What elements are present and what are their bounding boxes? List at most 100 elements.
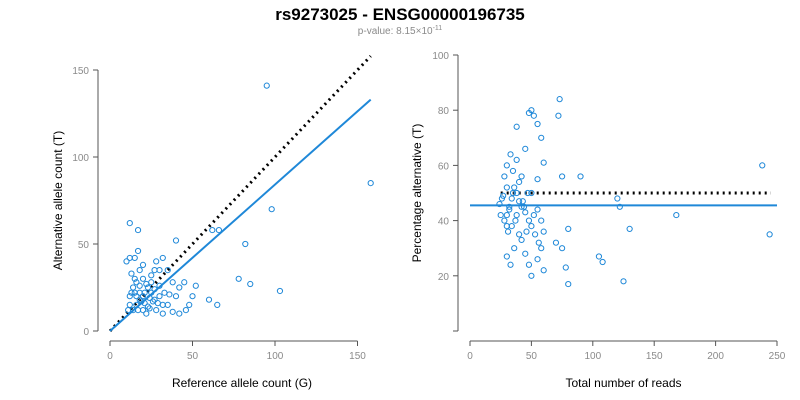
right-data-point — [501, 217, 508, 224]
left-data-point — [164, 301, 171, 308]
right-y-tick-label: 40 — [438, 217, 450, 228]
right-data-point — [503, 162, 510, 169]
right-data-point — [511, 184, 518, 191]
right-data-point — [534, 206, 541, 213]
left-x-axis-label: Reference allele count (G) — [172, 376, 312, 390]
right-data-point — [522, 145, 529, 152]
right-data-point — [535, 239, 542, 246]
right-data-point — [523, 228, 530, 235]
left-data-point — [161, 289, 168, 296]
left-x-tick-label: 150 — [349, 351, 366, 362]
right-data-point — [520, 203, 528, 210]
left-data-point — [189, 293, 196, 300]
right-data-point — [518, 236, 525, 244]
left-data-point — [128, 270, 135, 277]
right-y-tick-label: 60 — [438, 161, 450, 172]
right-panel-percentage: 0 50 100 150 200 250 20 40 60 80 100 Total number … — [410, 51, 786, 390]
right-data-point — [522, 250, 529, 257]
left-data-point — [126, 220, 133, 227]
right-data-point — [528, 223, 535, 230]
left-data-point — [139, 261, 147, 268]
right-data-point — [500, 192, 507, 199]
right-data-point — [528, 272, 535, 279]
left-data-point — [151, 286, 158, 293]
right-data-point — [540, 267, 547, 274]
left-data-point — [235, 275, 242, 282]
right-data-point — [530, 112, 537, 119]
right-y-axis-label: Percentage alternative (T) — [410, 124, 424, 263]
left-data-point — [247, 280, 254, 288]
right-data-point — [518, 203, 525, 210]
right-data-point — [614, 195, 621, 202]
right-data-point — [538, 217, 545, 224]
left-y-tick-label: 50 — [78, 240, 90, 251]
right-data-point — [766, 231, 773, 238]
right-data-point — [534, 120, 541, 128]
right-y-tick-label: 80 — [438, 106, 450, 117]
left-fit-line — [109, 98, 372, 332]
right-data-point — [565, 280, 572, 288]
right-data-point — [504, 228, 512, 235]
right-data-point — [509, 167, 517, 175]
right-x-tick-label: 150 — [646, 351, 663, 362]
left-data-point — [148, 279, 155, 286]
left-y-tick-label: 0 — [83, 327, 89, 338]
right-data-point — [577, 173, 584, 180]
left-x-tick-label: 0 — [107, 351, 113, 362]
left-data-point — [172, 237, 180, 244]
left-data-point — [242, 240, 249, 248]
left-x-tick-label: 50 — [187, 351, 199, 362]
left-data-point — [169, 279, 176, 286]
left-data-point — [159, 254, 166, 262]
right-data-point — [519, 198, 526, 205]
left-points — [123, 82, 374, 317]
left-data-point — [134, 307, 142, 314]
right-data-point — [513, 211, 520, 219]
left-data-point — [123, 258, 130, 265]
chart-subtitle: p-value: 8.15×10-11 — [358, 25, 442, 37]
left-data-point — [134, 247, 142, 255]
left-data-point — [215, 226, 222, 234]
left-data-point — [144, 284, 152, 291]
left-data-point — [156, 267, 163, 274]
left-data-point — [146, 294, 153, 302]
left-data-point — [156, 282, 163, 289]
left-data-point — [151, 267, 158, 274]
left-data-point — [172, 293, 180, 300]
right-x-tick-label: 0 — [467, 351, 473, 362]
left-data-point — [186, 301, 193, 308]
right-data-point — [507, 261, 514, 268]
right-data-point — [516, 178, 523, 186]
right-data-point — [673, 211, 680, 219]
left-data-point — [209, 226, 216, 234]
left-data-point — [176, 310, 183, 317]
left-data-point — [214, 301, 221, 308]
right-data-point — [503, 253, 510, 260]
right-data-point — [626, 225, 633, 232]
right-x-tick-label: 100 — [584, 351, 601, 362]
chart-title: rs9273025 - ENSG00000196735 — [275, 5, 525, 24]
right-data-point — [506, 206, 513, 213]
right-data-point — [540, 159, 547, 166]
left-data-point — [126, 301, 133, 308]
right-data-point — [552, 239, 560, 246]
left-data-point — [176, 284, 183, 291]
p-value-text: p-value: 8.15×10 — [358, 26, 433, 37]
left-data-point — [136, 296, 143, 303]
right-data-point — [497, 211, 504, 219]
right-data-point — [534, 176, 541, 183]
left-data-point — [153, 258, 160, 265]
right-data-point — [616, 203, 623, 210]
left-data-point — [146, 305, 153, 312]
right-data-point — [496, 200, 503, 208]
right-data-point — [620, 278, 627, 285]
left-data-point — [159, 310, 166, 317]
right-data-point — [506, 203, 513, 210]
right-data-point — [531, 231, 539, 238]
left-data-point — [205, 296, 213, 303]
left-data-point — [126, 293, 133, 300]
right-data-point — [528, 107, 535, 114]
left-data-point — [139, 307, 147, 314]
right-data-point — [759, 162, 766, 169]
right-data-point — [508, 195, 515, 202]
